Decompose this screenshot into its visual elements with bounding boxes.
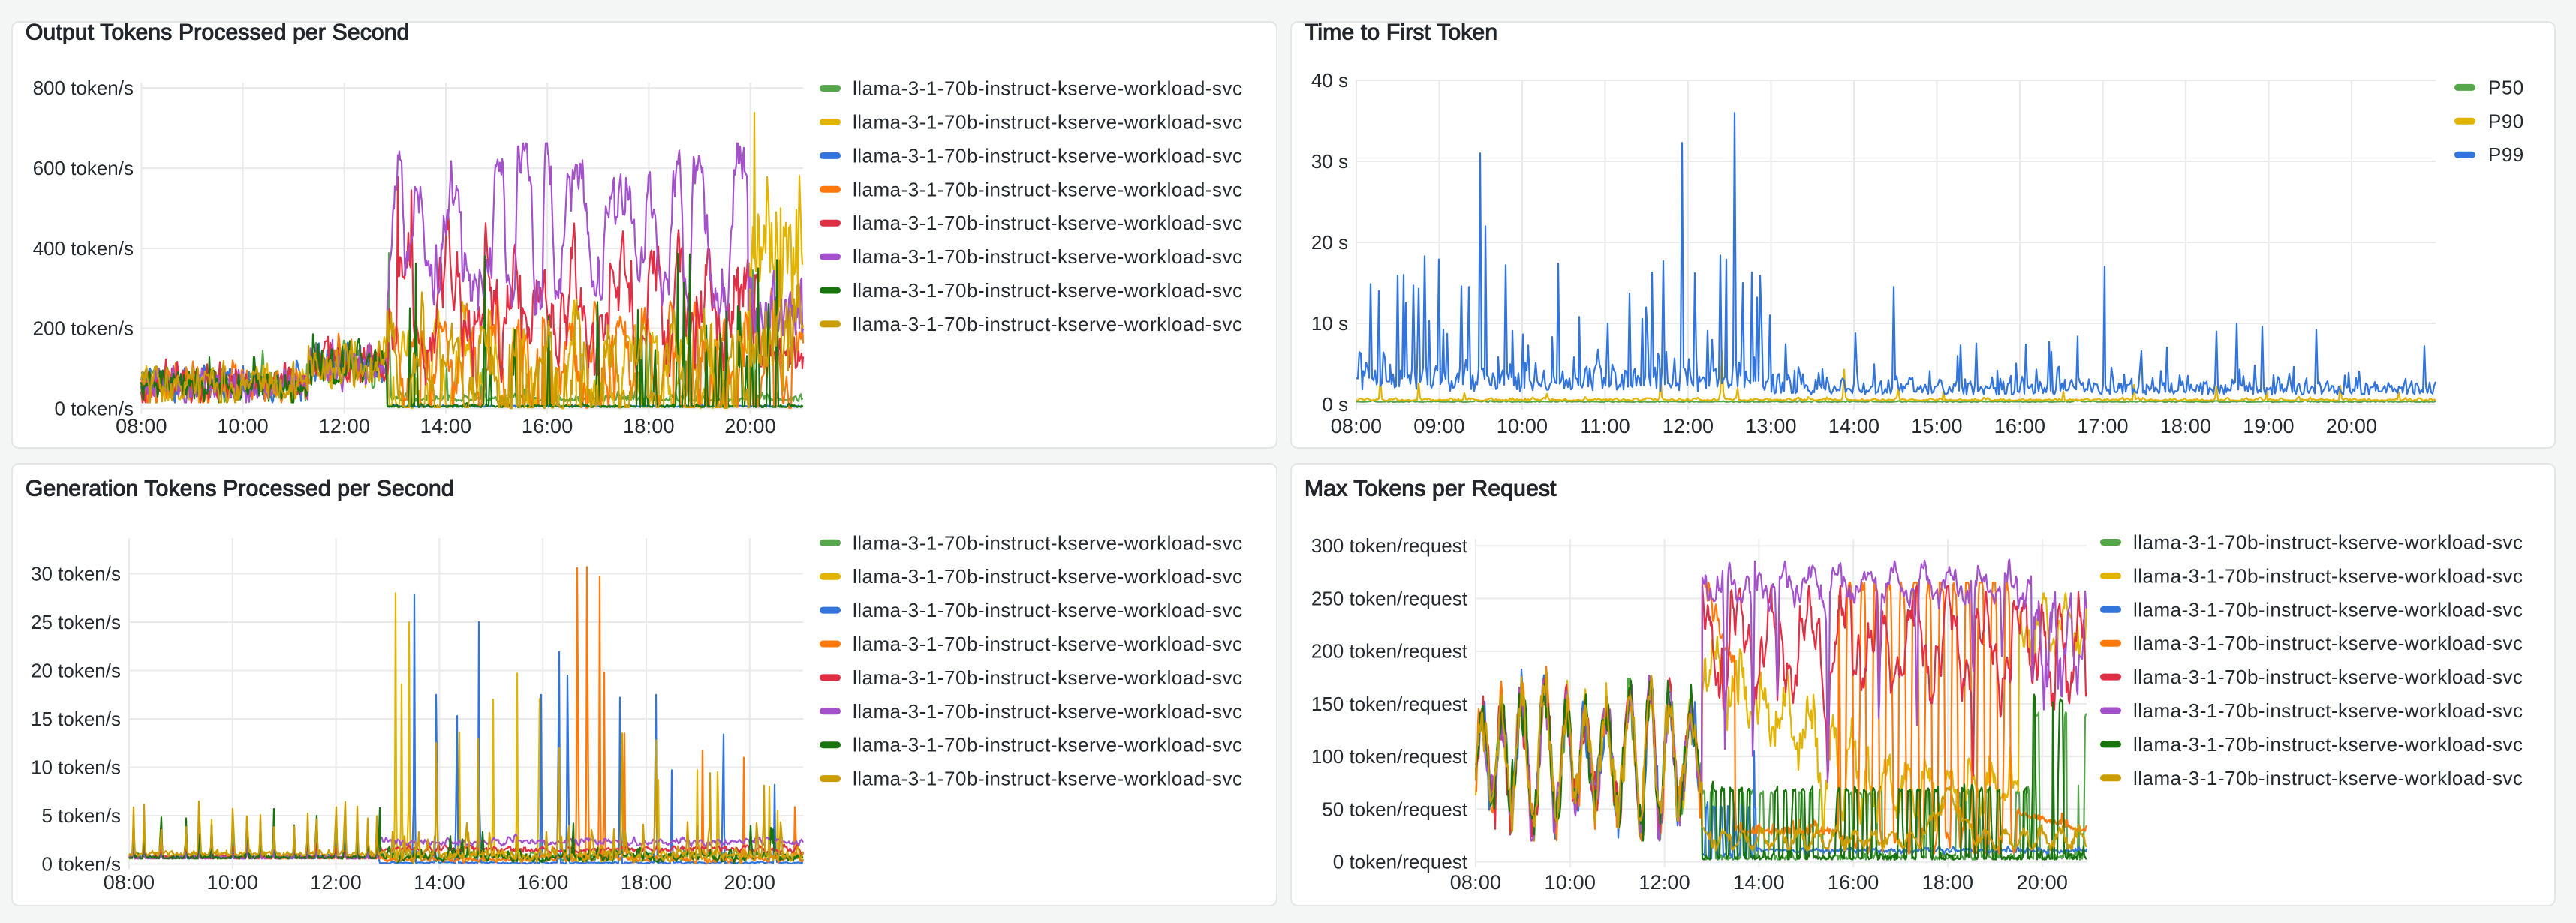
svg-text:25 token/s: 25 token/s: [31, 611, 121, 633]
svg-text:600 token/s: 600 token/s: [33, 157, 134, 179]
svg-text:llama-3-1-70b-instruct-kserve-: llama-3-1-70b-instruct-kserve-workload-s…: [853, 144, 1242, 167]
svg-text:llama-3-1-70b-instruct-kserve-: llama-3-1-70b-instruct-kserve-workload-s…: [853, 565, 1242, 588]
svg-text:10:00: 10:00: [1497, 415, 1548, 437]
svg-text:llama-3-1-70b-instruct-kserve-: llama-3-1-70b-instruct-kserve-workload-s…: [853, 768, 1242, 790]
svg-text:12:00: 12:00: [1663, 415, 1714, 437]
svg-text:08:00: 08:00: [116, 415, 167, 437]
svg-text:10:00: 10:00: [207, 871, 259, 894]
svg-text:13:00: 13:00: [1745, 415, 1797, 437]
svg-text:llama-3-1-70b-instruct-kserve-: llama-3-1-70b-instruct-kserve-workload-s…: [853, 279, 1242, 302]
svg-text:0 s: 0 s: [1322, 393, 1348, 416]
svg-text:llama-3-1-70b-instruct-kserve-: llama-3-1-70b-instruct-kserve-workload-s…: [853, 77, 1242, 100]
svg-text:08:00: 08:00: [1331, 415, 1383, 437]
svg-text:30 token/s: 30 token/s: [31, 563, 121, 585]
svg-text:12:00: 12:00: [1639, 871, 1690, 894]
svg-text:150 token/request: 150 token/request: [1311, 693, 1468, 715]
svg-text:P50: P50: [2488, 76, 2524, 98]
svg-text:0 token/s: 0 token/s: [41, 853, 121, 876]
svg-text:10:00: 10:00: [217, 415, 269, 437]
svg-text:14:00: 14:00: [1733, 871, 1785, 894]
svg-text:12:00: 12:00: [310, 871, 362, 894]
svg-text:200 token/request: 200 token/request: [1311, 640, 1468, 663]
svg-text:250 token/request: 250 token/request: [1311, 587, 1468, 609]
svg-text:40 s: 40 s: [1311, 69, 1348, 92]
svg-text:50 token/request: 50 token/request: [1322, 798, 1467, 820]
svg-text:09:00: 09:00: [1413, 415, 1465, 437]
svg-text:30 s: 30 s: [1311, 150, 1348, 173]
svg-text:0 token/request: 0 token/request: [1333, 851, 1468, 873]
svg-text:11:00: 11:00: [1580, 415, 1630, 437]
svg-text:15:00: 15:00: [1911, 415, 1963, 437]
svg-text:20 token/s: 20 token/s: [31, 660, 121, 682]
svg-text:16:00: 16:00: [1994, 415, 2046, 437]
svg-text:llama-3-1-70b-instruct-kserve-: llama-3-1-70b-instruct-kserve-workload-s…: [2133, 632, 2523, 654]
svg-text:llama-3-1-70b-instruct-kserve-: llama-3-1-70b-instruct-kserve-workload-s…: [853, 599, 1242, 621]
svg-text:P90: P90: [2488, 110, 2524, 132]
svg-text:800 token/s: 800 token/s: [33, 77, 134, 99]
svg-text:llama-3-1-70b-instruct-kserve-: llama-3-1-70b-instruct-kserve-workload-s…: [853, 700, 1242, 723]
svg-text:12:00: 12:00: [319, 415, 371, 437]
svg-text:10 s: 10 s: [1311, 312, 1348, 335]
svg-text:18:00: 18:00: [621, 871, 673, 894]
svg-text:llama-3-1-70b-instruct-kserve-: llama-3-1-70b-instruct-kserve-workload-s…: [853, 666, 1242, 689]
svg-text:llama-3-1-70b-instruct-kserve-: llama-3-1-70b-instruct-kserve-workload-s…: [853, 212, 1242, 234]
svg-text:14:00: 14:00: [420, 415, 472, 437]
svg-text:14:00: 14:00: [1828, 415, 1880, 437]
svg-text:200 token/s: 200 token/s: [33, 317, 134, 340]
svg-text:5 token/s: 5 token/s: [41, 804, 121, 827]
svg-text:Output Tokens Processed per Se: Output Tokens Processed per Second: [26, 20, 410, 45]
svg-text:llama-3-1-70b-instruct-kserve-: llama-3-1-70b-instruct-kserve-workload-s…: [2133, 531, 2523, 554]
svg-text:18:00: 18:00: [623, 415, 675, 437]
svg-text:16:00: 16:00: [517, 871, 569, 894]
svg-text:20:00: 20:00: [724, 415, 776, 437]
svg-text:20:00: 20:00: [724, 871, 776, 894]
svg-text:llama-3-1-70b-instruct-kserve-: llama-3-1-70b-instruct-kserve-workload-s…: [2133, 598, 2523, 621]
svg-text:llama-3-1-70b-instruct-kserve-: llama-3-1-70b-instruct-kserve-workload-s…: [2133, 564, 2523, 587]
svg-text:10:00: 10:00: [1545, 871, 1596, 894]
svg-text:20:00: 20:00: [2017, 871, 2069, 894]
svg-text:15 token/s: 15 token/s: [31, 708, 121, 730]
svg-text:14:00: 14:00: [414, 871, 465, 894]
svg-text:llama-3-1-70b-instruct-kserve-: llama-3-1-70b-instruct-kserve-workload-s…: [853, 633, 1242, 655]
svg-text:18:00: 18:00: [1922, 871, 1974, 894]
svg-text:llama-3-1-70b-instruct-kserve-: llama-3-1-70b-instruct-kserve-workload-s…: [853, 178, 1242, 200]
svg-text:llama-3-1-70b-instruct-kserve-: llama-3-1-70b-instruct-kserve-workload-s…: [853, 734, 1242, 756]
svg-text:08:00: 08:00: [1450, 871, 1502, 894]
svg-text:llama-3-1-70b-instruct-kserve-: llama-3-1-70b-instruct-kserve-workload-s…: [853, 313, 1242, 335]
svg-text:08:00: 08:00: [104, 871, 155, 894]
svg-text:llama-3-1-70b-instruct-kserve-: llama-3-1-70b-instruct-kserve-workload-s…: [2133, 767, 2523, 789]
svg-text:16:00: 16:00: [1828, 871, 1879, 894]
svg-text:0 token/s: 0 token/s: [54, 398, 134, 420]
svg-text:llama-3-1-70b-instruct-kserve-: llama-3-1-70b-instruct-kserve-workload-s…: [2133, 699, 2523, 722]
svg-text:P99: P99: [2488, 143, 2524, 166]
svg-text:llama-3-1-70b-instruct-kserve-: llama-3-1-70b-instruct-kserve-workload-s…: [853, 531, 1242, 554]
svg-text:16:00: 16:00: [522, 415, 573, 437]
svg-text:10 token/s: 10 token/s: [31, 756, 121, 779]
svg-text:19:00: 19:00: [2243, 415, 2295, 437]
svg-text:17:00: 17:00: [2077, 415, 2129, 437]
svg-text:Max Tokens per Request: Max Tokens per Request: [1305, 477, 1557, 501]
svg-text:20:00: 20:00: [2326, 415, 2378, 437]
svg-text:llama-3-1-70b-instruct-kserve-: llama-3-1-70b-instruct-kserve-workload-s…: [853, 111, 1242, 134]
svg-text:llama-3-1-70b-instruct-kserve-: llama-3-1-70b-instruct-kserve-workload-s…: [2133, 733, 2523, 756]
svg-text:Generation Tokens Processed pe: Generation Tokens Processed per Second: [26, 477, 454, 501]
svg-text:llama-3-1-70b-instruct-kserve-: llama-3-1-70b-instruct-kserve-workload-s…: [2133, 666, 2523, 688]
svg-text:20 s: 20 s: [1311, 231, 1348, 254]
svg-text:400 token/s: 400 token/s: [33, 237, 134, 260]
svg-text:18:00: 18:00: [2160, 415, 2212, 437]
svg-text:Time to First Token: Time to First Token: [1305, 20, 1497, 45]
svg-text:300 token/request: 300 token/request: [1311, 534, 1468, 557]
svg-text:100 token/request: 100 token/request: [1311, 745, 1468, 768]
svg-text:llama-3-1-70b-instruct-kserve-: llama-3-1-70b-instruct-kserve-workload-s…: [853, 245, 1242, 268]
